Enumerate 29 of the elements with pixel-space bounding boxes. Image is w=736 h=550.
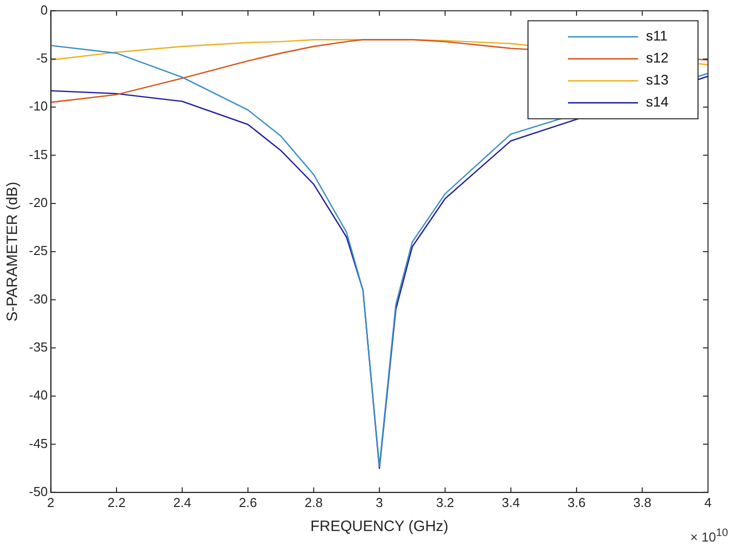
x-tick-label: 3	[376, 494, 384, 510]
x-axis-title: FREQUENCY (GHz)	[310, 518, 448, 536]
x-tick-label: 2	[47, 494, 54, 510]
x-tick-label: 3.2	[436, 494, 454, 510]
x-tick-label: 3.6	[568, 494, 586, 510]
legend-label: s14	[646, 94, 669, 110]
y-axis-title: S-PARAMETER (dB)	[4, 182, 22, 322]
y-tick-label: -20	[28, 195, 48, 210]
y-tick-label: -35	[28, 340, 48, 354]
y-tick-label: 0	[40, 2, 48, 18]
x-tick-label: 2.6	[238, 494, 257, 510]
y-tick-label: -25	[28, 243, 48, 258]
y-tick-label: -40	[28, 388, 48, 403]
y-tick-label: -10	[28, 98, 48, 114]
y-tick-label: -5	[36, 50, 48, 66]
x-tick-label: 3.4	[502, 494, 520, 510]
x-tick-label: 2.2	[107, 494, 126, 510]
y-tick-label: -45	[28, 436, 48, 451]
text: × 10$^{10}$	[690, 526, 728, 544]
x-tick-label: 2.4	[173, 494, 192, 510]
legend-label: s12	[646, 50, 669, 66]
y-tick-label: -50	[28, 484, 48, 499]
x-tick-label: 2.8	[304, 494, 323, 510]
y-tick-label: -15	[28, 146, 48, 162]
y-tick-label: -30	[28, 291, 48, 306]
legend-label: s13	[646, 72, 669, 88]
x-tick-label: 4	[704, 494, 712, 510]
x-tick-label: 3.8	[633, 494, 652, 510]
legend-label: s11	[646, 28, 668, 44]
